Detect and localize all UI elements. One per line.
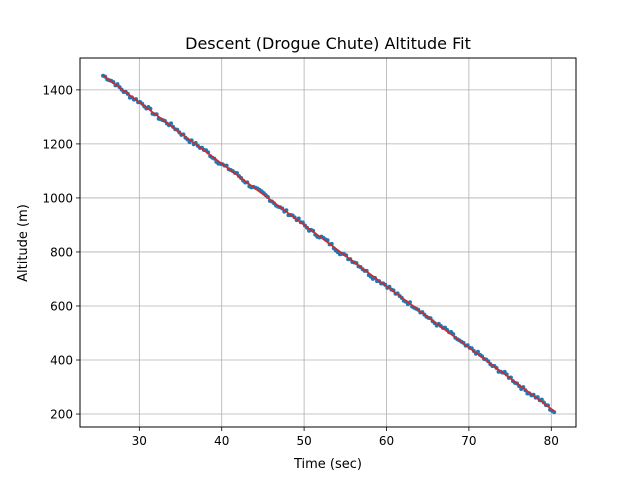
x-tick-label: 40 bbox=[214, 434, 229, 448]
y-tick-label: 600 bbox=[50, 299, 73, 313]
plot-data bbox=[101, 73, 557, 415]
x-tick-label: 30 bbox=[132, 434, 147, 448]
chart-title: Descent (Drogue Chute) Altitude Fit bbox=[185, 34, 471, 53]
axes-frame bbox=[79, 57, 577, 428]
fit-line bbox=[102, 74, 556, 413]
y-tick-label: 400 bbox=[50, 354, 73, 368]
ticks: 30 40 50 60 70 80 200 400 600 800 1000 1200 1400 bbox=[42, 83, 558, 448]
x-tick-label: 80 bbox=[544, 434, 559, 448]
y-tick-label: 800 bbox=[50, 245, 73, 259]
y-tick-label: 1000 bbox=[42, 191, 73, 205]
grid bbox=[80, 58, 576, 427]
y-tick-label: 200 bbox=[50, 408, 73, 422]
y-tick-label: 1400 bbox=[42, 83, 73, 97]
x-axis-label: Time (sec) bbox=[293, 457, 362, 472]
y-tick-label: 1200 bbox=[42, 137, 73, 151]
x-tick-label: 50 bbox=[296, 434, 311, 448]
x-tick-label: 60 bbox=[379, 434, 394, 448]
y-axis-label: Altitude (m) bbox=[16, 204, 31, 282]
x-tick-label: 70 bbox=[461, 434, 476, 448]
